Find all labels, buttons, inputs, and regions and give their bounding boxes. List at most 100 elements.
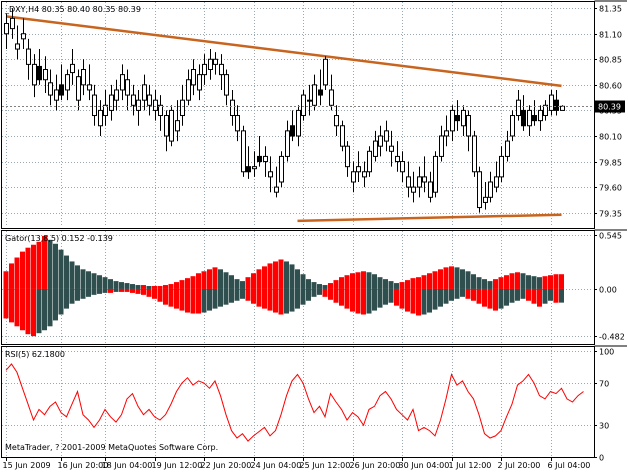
candle-bullish[interactable] bbox=[527, 109, 532, 127]
gator-bar-dark[interactable] bbox=[300, 274, 306, 289]
gator-bar-red[interactable] bbox=[278, 259, 284, 289]
candle-bullish[interactable] bbox=[26, 48, 31, 65]
gator-bar-red[interactable] bbox=[36, 241, 42, 289]
candle-bullish[interactable] bbox=[411, 186, 416, 193]
gator-bar-red[interactable] bbox=[394, 288, 399, 306]
candle-bullish[interactable] bbox=[191, 69, 196, 86]
gator-bar-red[interactable] bbox=[553, 288, 559, 303]
gator-bar-red[interactable] bbox=[355, 272, 361, 289]
gator-bar-dark[interactable] bbox=[102, 288, 108, 293]
gator-bar-red[interactable] bbox=[542, 276, 548, 289]
gator-bar-red[interactable] bbox=[498, 277, 504, 289]
gator-bar-red[interactable] bbox=[339, 277, 344, 289]
gator-bar-red[interactable] bbox=[432, 271, 438, 289]
gator-bar-dark[interactable] bbox=[383, 288, 388, 305]
gator-bar-red[interactable] bbox=[14, 257, 20, 289]
candle-bullish[interactable] bbox=[169, 109, 174, 142]
gator-bar-dark[interactable] bbox=[108, 279, 113, 289]
gator-bar-dark[interactable] bbox=[509, 288, 515, 303]
gator-bar-red[interactable] bbox=[152, 286, 157, 289]
gator-bar-dark[interactable] bbox=[119, 282, 124, 289]
gator-bar-dark[interactable] bbox=[97, 288, 102, 294]
gator-bar-red[interactable] bbox=[42, 235, 47, 289]
gator-bar-red[interactable] bbox=[3, 288, 9, 319]
candle-bullish[interactable] bbox=[158, 104, 163, 117]
gator-bar-red[interactable] bbox=[14, 288, 20, 327]
gator-bar-dark[interactable] bbox=[113, 288, 119, 292]
gator-bar-red[interactable] bbox=[185, 278, 190, 289]
gator-bar-red[interactable] bbox=[146, 288, 152, 297]
candle-bearish[interactable] bbox=[290, 125, 295, 137]
gator-bar-red[interactable] bbox=[355, 288, 361, 314]
candle-bearish[interactable] bbox=[59, 84, 64, 96]
gator-bar-dark[interactable] bbox=[372, 274, 377, 289]
candle-bullish[interactable] bbox=[48, 82, 53, 96]
gator-bar-dark[interactable] bbox=[113, 281, 119, 289]
gator-bar-red[interactable] bbox=[157, 288, 163, 302]
gator-bar-dark[interactable] bbox=[64, 288, 69, 309]
gator-bar-red[interactable] bbox=[9, 263, 14, 289]
gator-bar-dark[interactable] bbox=[240, 281, 245, 289]
gator-bar-dark[interactable] bbox=[47, 288, 53, 327]
trendline-resistance[interactable] bbox=[5, 15, 562, 88]
gator-bar-dark[interactable] bbox=[548, 288, 553, 301]
gator-bar-red[interactable] bbox=[328, 283, 333, 289]
gator-bar-dark[interactable] bbox=[537, 277, 542, 289]
gator-bar-dark[interactable] bbox=[487, 281, 493, 289]
gator-bar-red[interactable] bbox=[174, 288, 179, 309]
candle-bullish[interactable] bbox=[450, 109, 455, 132]
gator-bar-red[interactable] bbox=[476, 288, 482, 304]
gator-bar-dark[interactable] bbox=[36, 288, 42, 334]
gator-bar-red[interactable] bbox=[124, 288, 130, 292]
candle-bullish[interactable] bbox=[279, 155, 284, 183]
gator-bar-red[interactable] bbox=[31, 288, 36, 337]
candle-bullish[interactable] bbox=[131, 94, 136, 106]
candle-bullish[interactable] bbox=[488, 181, 493, 198]
candle-bullish[interactable] bbox=[142, 84, 147, 101]
gator-bar-dark[interactable] bbox=[520, 273, 526, 289]
gator-bar-red[interactable] bbox=[559, 274, 564, 289]
gator-bar-red[interactable] bbox=[487, 288, 493, 309]
gator-bar-red[interactable] bbox=[256, 269, 262, 289]
gator-bar-dark[interactable] bbox=[317, 288, 322, 295]
candle-bullish[interactable] bbox=[510, 115, 515, 137]
gator-bar-dark[interactable] bbox=[207, 288, 212, 311]
candle-bullish[interactable] bbox=[21, 33, 26, 40]
gator-bar-dark[interactable] bbox=[465, 271, 471, 289]
gator-bar-dark[interactable] bbox=[377, 277, 383, 289]
candle-bearish[interactable] bbox=[532, 115, 537, 122]
candle-bullish[interactable] bbox=[70, 63, 75, 74]
gator-bar-red[interactable] bbox=[509, 273, 515, 289]
candle-bullish[interactable] bbox=[76, 76, 81, 101]
gator-bar-red[interactable] bbox=[190, 276, 196, 289]
gator-bar-red[interactable] bbox=[350, 288, 355, 312]
gator-bar-red[interactable] bbox=[531, 288, 537, 304]
candle-bullish[interactable] bbox=[312, 84, 317, 106]
candle-bullish[interactable] bbox=[351, 171, 356, 183]
gator-bar-dark[interactable] bbox=[53, 243, 58, 289]
gator-bar-red[interactable] bbox=[196, 273, 201, 289]
gator-bar-red[interactable] bbox=[410, 278, 416, 289]
gator-bar-red[interactable] bbox=[119, 288, 124, 292]
gator-bar-dark[interactable] bbox=[80, 288, 86, 299]
candle-bullish[interactable] bbox=[406, 176, 411, 188]
candle-bullish[interactable] bbox=[362, 171, 367, 178]
gator-bar-red[interactable] bbox=[251, 273, 256, 289]
gator-bar-dark[interactable] bbox=[421, 288, 427, 315]
gator-bar-dark[interactable] bbox=[306, 279, 311, 289]
candle-bullish[interactable] bbox=[92, 94, 97, 117]
gator-bar-red[interactable] bbox=[405, 288, 410, 312]
gator-bar-dark[interactable] bbox=[229, 288, 234, 303]
candle-bullish[interactable] bbox=[263, 155, 268, 163]
gator-bar-red[interactable] bbox=[201, 271, 207, 289]
candle-bullish[interactable] bbox=[389, 145, 394, 152]
candle-bullish[interactable] bbox=[477, 171, 482, 209]
gator-bar-red[interactable] bbox=[449, 266, 454, 289]
gator-bar-red[interactable] bbox=[179, 288, 185, 311]
gator-bar-dark[interactable] bbox=[520, 288, 526, 299]
candle-bullish[interactable] bbox=[125, 79, 130, 96]
candle-bullish[interactable] bbox=[417, 176, 422, 188]
gator-bar-red[interactable] bbox=[350, 273, 355, 289]
gator-bar-dark[interactable] bbox=[377, 288, 383, 308]
gator-bar-dark[interactable] bbox=[542, 288, 548, 304]
